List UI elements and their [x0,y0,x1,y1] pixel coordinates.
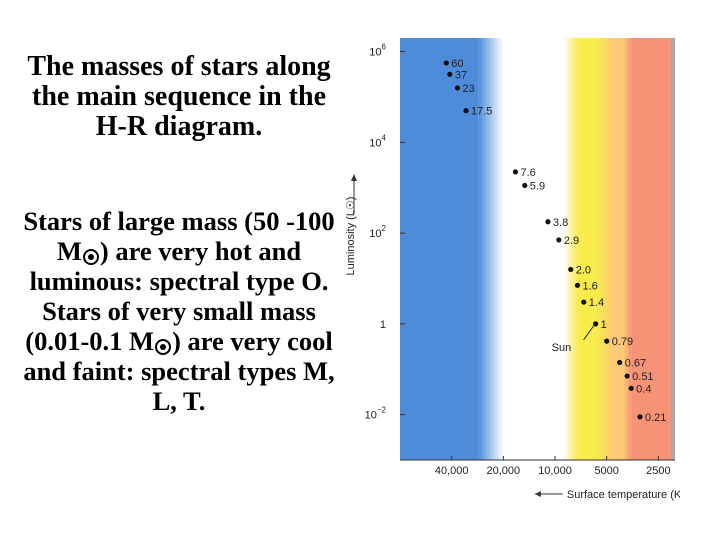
solar-mass-icon [155,339,172,355]
star-mass-label: 17.5 [471,106,492,118]
star-point [581,299,587,305]
star-mass-label: 37 [455,69,467,81]
spectral-band [612,38,624,460]
y-axis-arrowhead [351,174,357,181]
solar-mass-icon [82,249,99,265]
band-transition [669,38,673,460]
star-mass-label: 60 [451,58,463,70]
star-mass-label: 2.9 [564,235,579,247]
star-point [574,282,581,288]
star-point [463,108,469,114]
y-axis-title: Luminosity (L☉) [345,197,357,276]
y-tick-label-exponent: 6 [382,43,387,52]
y-tick-label: 1 [380,319,386,331]
star-point [604,338,610,344]
slide-title: The masses of stars along the main seque… [27,51,331,142]
x-axis-arrowhead [534,491,541,497]
star-point [522,182,528,189]
star-point [637,414,643,420]
body-text-part2: ) are very hot and luminous: spectral ty… [25,236,329,356]
star-point [512,169,519,175]
star-mass-label: 1.6 [582,280,597,292]
x-tick-label: 2500 [646,465,670,477]
y-tick-label-exponent: 4 [382,133,387,142]
y-tick-label: 10−2 [365,406,387,422]
y-tick-label-base: 1 [380,319,386,331]
star-point [443,60,449,66]
star-point [454,85,461,91]
body-text-part3: ) are very cool and faint: spectral type… [23,326,335,416]
star-point [624,373,630,379]
star-mass-label: 0.67 [625,357,646,369]
star-mass-label: 1.4 [589,297,604,309]
band-transition [623,38,632,460]
star-point [628,385,634,391]
star-point [556,237,562,243]
slide-body-text: Stars of large mass (50 -100 M) are very… [10,206,348,416]
y-tick-label-base: 10 [369,228,381,240]
star-mass-label: 7.6 [520,167,535,179]
star-mass-label: 0.51 [632,371,653,383]
star-mass-label: 5.9 [530,180,545,192]
star-point [447,71,453,77]
star-mass-label: 0.4 [636,383,651,395]
star-point [545,219,551,225]
star-mass-label: 1 [601,319,607,331]
star-mass-label: 0.79 [612,336,633,348]
sun-pointer-line [583,325,595,341]
star-point [617,359,623,366]
y-tick-label: 104 [369,133,386,149]
y-tick-label: 102 [369,224,386,240]
spectral-band [672,38,675,460]
star-mass-label: 0.21 [645,412,666,424]
star-point [568,266,574,273]
y-tick-label-exponent: −2 [377,406,387,415]
y-tick-label-base: 10 [365,410,377,422]
star-mass-label: 3.8 [553,217,568,229]
sun-annotation: Sun [552,342,572,354]
star-point [593,321,599,327]
y-tick-label-base: 10 [369,47,381,59]
spectral-band [400,38,479,460]
body-text-part1: Stars of large mass (50 -100 M [23,206,335,266]
x-tick-label: 40,000 [435,465,469,477]
x-axis-title: Surface temperature (K) [567,489,680,501]
spectral-band [578,38,597,460]
spectral-band [631,38,670,460]
x-tick-label: 20,000 [487,465,521,477]
band-transition [562,38,579,460]
band-transition [478,38,504,460]
y-tick-label-base: 10 [369,137,381,149]
y-tick-label-exponent: 2 [382,224,387,233]
star-mass-label: 2.0 [576,264,591,276]
star-mass-label: 23 [462,83,474,95]
x-tick-label: 10,000 [538,465,572,477]
y-tick-label: 106 [369,43,386,59]
x-tick-label: 5000 [594,465,618,477]
band-transition [596,38,613,460]
